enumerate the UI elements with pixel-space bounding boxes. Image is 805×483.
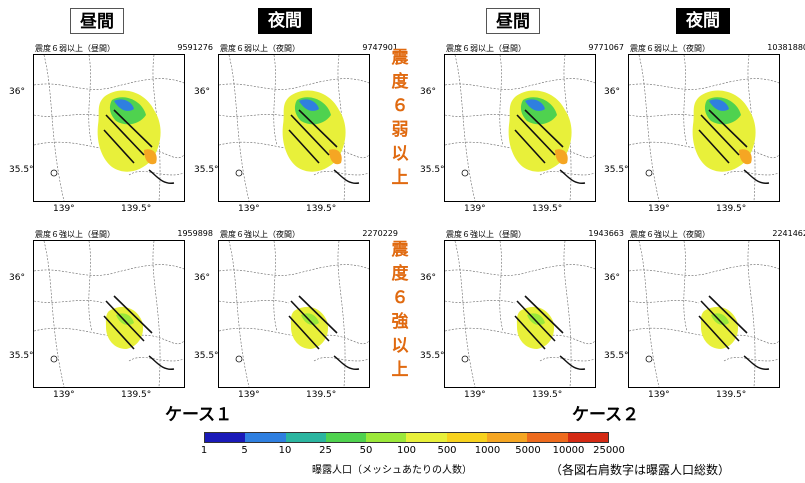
y-tick-bottom: 35.5° — [194, 351, 219, 361]
map — [628, 54, 780, 202]
panel-count: 2270229 — [362, 229, 398, 238]
colorbar-tick: 25 — [319, 445, 332, 456]
panel-title: 震度６弱以上（夜間） — [220, 44, 300, 53]
colorbar-tick: 5 — [241, 445, 248, 456]
y-tick-top: 36° — [420, 87, 436, 97]
case2-label: ケース２ — [572, 405, 640, 425]
panel-title: 震度６強以上（夜間） — [220, 230, 300, 239]
colorbar-segment — [285, 433, 326, 442]
x-tick-left: 139° — [53, 204, 75, 214]
colorbar-tick: 100 — [396, 445, 417, 456]
colorbar-tick: 5000 — [515, 445, 541, 456]
y-tick-top: 36° — [194, 87, 210, 97]
y-tick-bottom: 35.5° — [9, 165, 34, 175]
panel-count: 9771067 — [588, 43, 624, 52]
x-tick-left: 139° — [464, 390, 486, 400]
x-tick-right: 139.5° — [306, 204, 337, 214]
x-tick-right: 139.5° — [121, 204, 152, 214]
panel-count: 1943663 — [588, 229, 624, 238]
colorbar-tick: 1000 — [474, 445, 501, 456]
map — [628, 240, 780, 388]
panel-title: 震度６強以上（昼間） — [35, 230, 115, 239]
panel-title: 震度６強以上（昼間） — [446, 230, 526, 239]
colorbar-segment — [446, 433, 488, 442]
colorbar-segment — [366, 433, 407, 442]
x-tick-right: 139.5° — [532, 390, 563, 400]
x-tick-right: 139.5° — [121, 390, 152, 400]
colorbar-segment — [406, 433, 447, 442]
x-tick-right: 139.5° — [716, 204, 747, 214]
x-tick-left: 139° — [238, 204, 260, 214]
map — [444, 54, 596, 202]
y-tick-top: 36° — [420, 273, 436, 283]
colorbar-segment — [487, 433, 528, 442]
colorbar-tick: 50 — [359, 445, 373, 456]
y-tick-top: 36° — [604, 273, 620, 283]
colorbar-segment — [527, 433, 568, 442]
map — [218, 54, 370, 202]
panel-count: 9591276 — [177, 43, 213, 52]
colorbar-segment — [205, 433, 246, 442]
colorbar-tick: 500 — [437, 445, 457, 456]
colorbar-tick: 1 — [200, 445, 208, 456]
x-tick-left: 139° — [238, 390, 260, 400]
colorbar-segment — [325, 433, 367, 442]
map — [33, 54, 185, 202]
panel-count: 10381880 — [767, 43, 805, 52]
map — [33, 240, 185, 388]
y-tick-bottom: 35.5° — [604, 165, 629, 175]
header-daytime-case2: 昼間 — [486, 8, 540, 34]
x-tick-right: 139.5° — [306, 390, 337, 400]
colorbar — [204, 432, 609, 443]
x-tick-left: 139° — [648, 204, 670, 214]
panel-title: 震度６弱以上（昼間） — [446, 44, 526, 53]
x-tick-left: 139° — [464, 204, 486, 214]
header-nighttime-case2: 夜間 — [676, 8, 730, 34]
panel-count: 2241462 — [772, 229, 805, 238]
x-tick-right: 139.5° — [716, 390, 747, 400]
y-tick-bottom: 35.5° — [194, 165, 219, 175]
header-nighttime-case1: 夜間 — [258, 8, 312, 34]
panel-title: 震度６強以上（夜間） — [630, 230, 710, 239]
header-daytime-case1: 昼間 — [70, 8, 124, 34]
colorbar-title: 曝露人口（メッシュあたりの人数） — [312, 465, 472, 476]
y-tick-top: 36° — [9, 87, 25, 97]
colorbar-tick: 25000 — [593, 445, 625, 456]
x-tick-right: 139.5° — [532, 204, 563, 214]
colorbar-segment — [245, 433, 286, 442]
footnote: （各図右肩数字は曝露人口総数） — [550, 463, 731, 477]
colorbar-tick: 10 — [278, 445, 292, 456]
map — [444, 240, 596, 388]
case1-label: ケース１ — [165, 405, 233, 425]
y-tick-bottom: 35.5° — [420, 351, 445, 361]
y-tick-top: 36° — [604, 87, 620, 97]
colorbar-tick: 10000 — [552, 445, 585, 456]
y-tick-top: 36° — [194, 273, 210, 283]
y-tick-bottom: 35.5° — [604, 351, 629, 361]
y-tick-top: 36° — [9, 273, 25, 283]
y-tick-bottom: 35.5° — [9, 351, 34, 361]
panel-count: 9747901 — [362, 43, 398, 52]
panel-count: 1959898 — [177, 229, 213, 238]
x-tick-left: 139° — [53, 390, 75, 400]
panel-title: 震度６弱以上（夜間） — [630, 44, 710, 53]
y-tick-bottom: 35.5° — [420, 165, 445, 175]
map — [218, 240, 370, 388]
x-tick-left: 139° — [648, 390, 670, 400]
colorbar-segment — [567, 433, 608, 442]
panel-title: 震度６弱以上（昼間） — [35, 44, 115, 53]
